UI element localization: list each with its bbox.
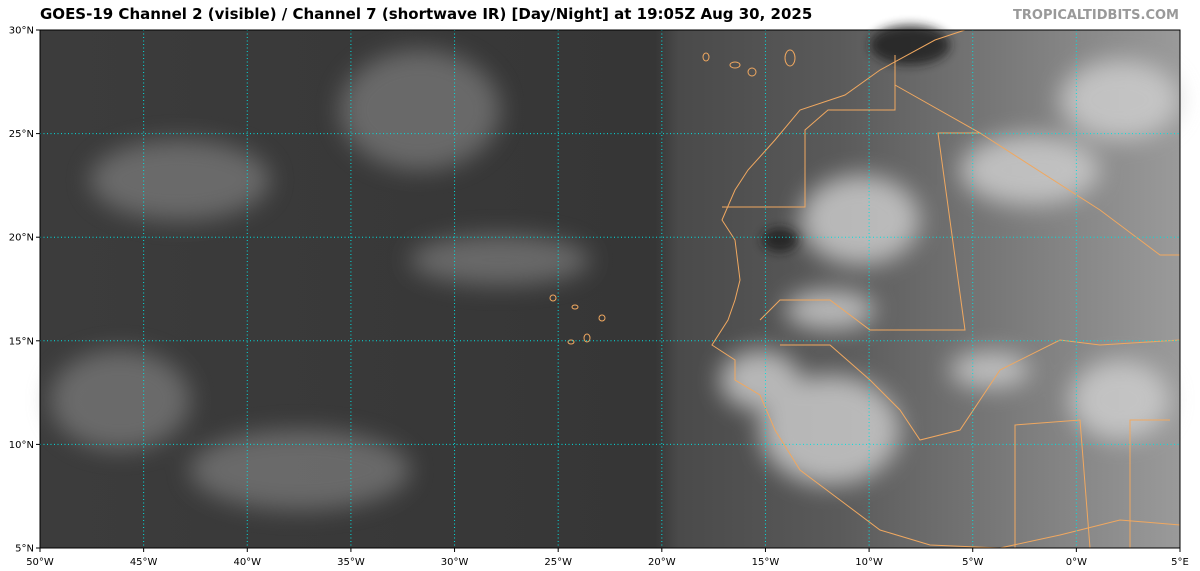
coastlines: [549, 29, 1181, 549]
lon-label: 20°W: [648, 557, 676, 568]
lon-label: 25°W: [544, 557, 572, 568]
imagery: [40, 25, 1180, 548]
lon-label: 10°W: [855, 557, 883, 568]
lat-label: 30°N: [9, 26, 34, 37]
credit: TROPICALTIDBITS.COM: [1013, 8, 1179, 23]
lon-label: 5°E: [1171, 557, 1189, 568]
lon-label: 0°W: [1066, 557, 1087, 568]
map-frame: [39, 29, 1181, 549]
lon-label: 40°W: [233, 557, 261, 568]
lat-label: 10°N: [9, 440, 34, 451]
lat-label: 20°N: [9, 233, 34, 244]
lat-label: 25°N: [9, 129, 34, 140]
lon-label: 30°W: [441, 557, 469, 568]
graticule: [40, 30, 1180, 548]
lon-label: 5°W: [962, 557, 983, 568]
lon-label: 15°W: [752, 557, 780, 568]
lon-label: 45°W: [130, 557, 158, 568]
lat-label: 5°N: [15, 544, 34, 555]
lon-label: 35°W: [337, 557, 365, 568]
lon-label: 50°W: [26, 557, 54, 568]
lat-label: 15°N: [9, 336, 34, 347]
title: GOES-19 Channel 2 (visible) / Channel 7 …: [40, 5, 812, 23]
